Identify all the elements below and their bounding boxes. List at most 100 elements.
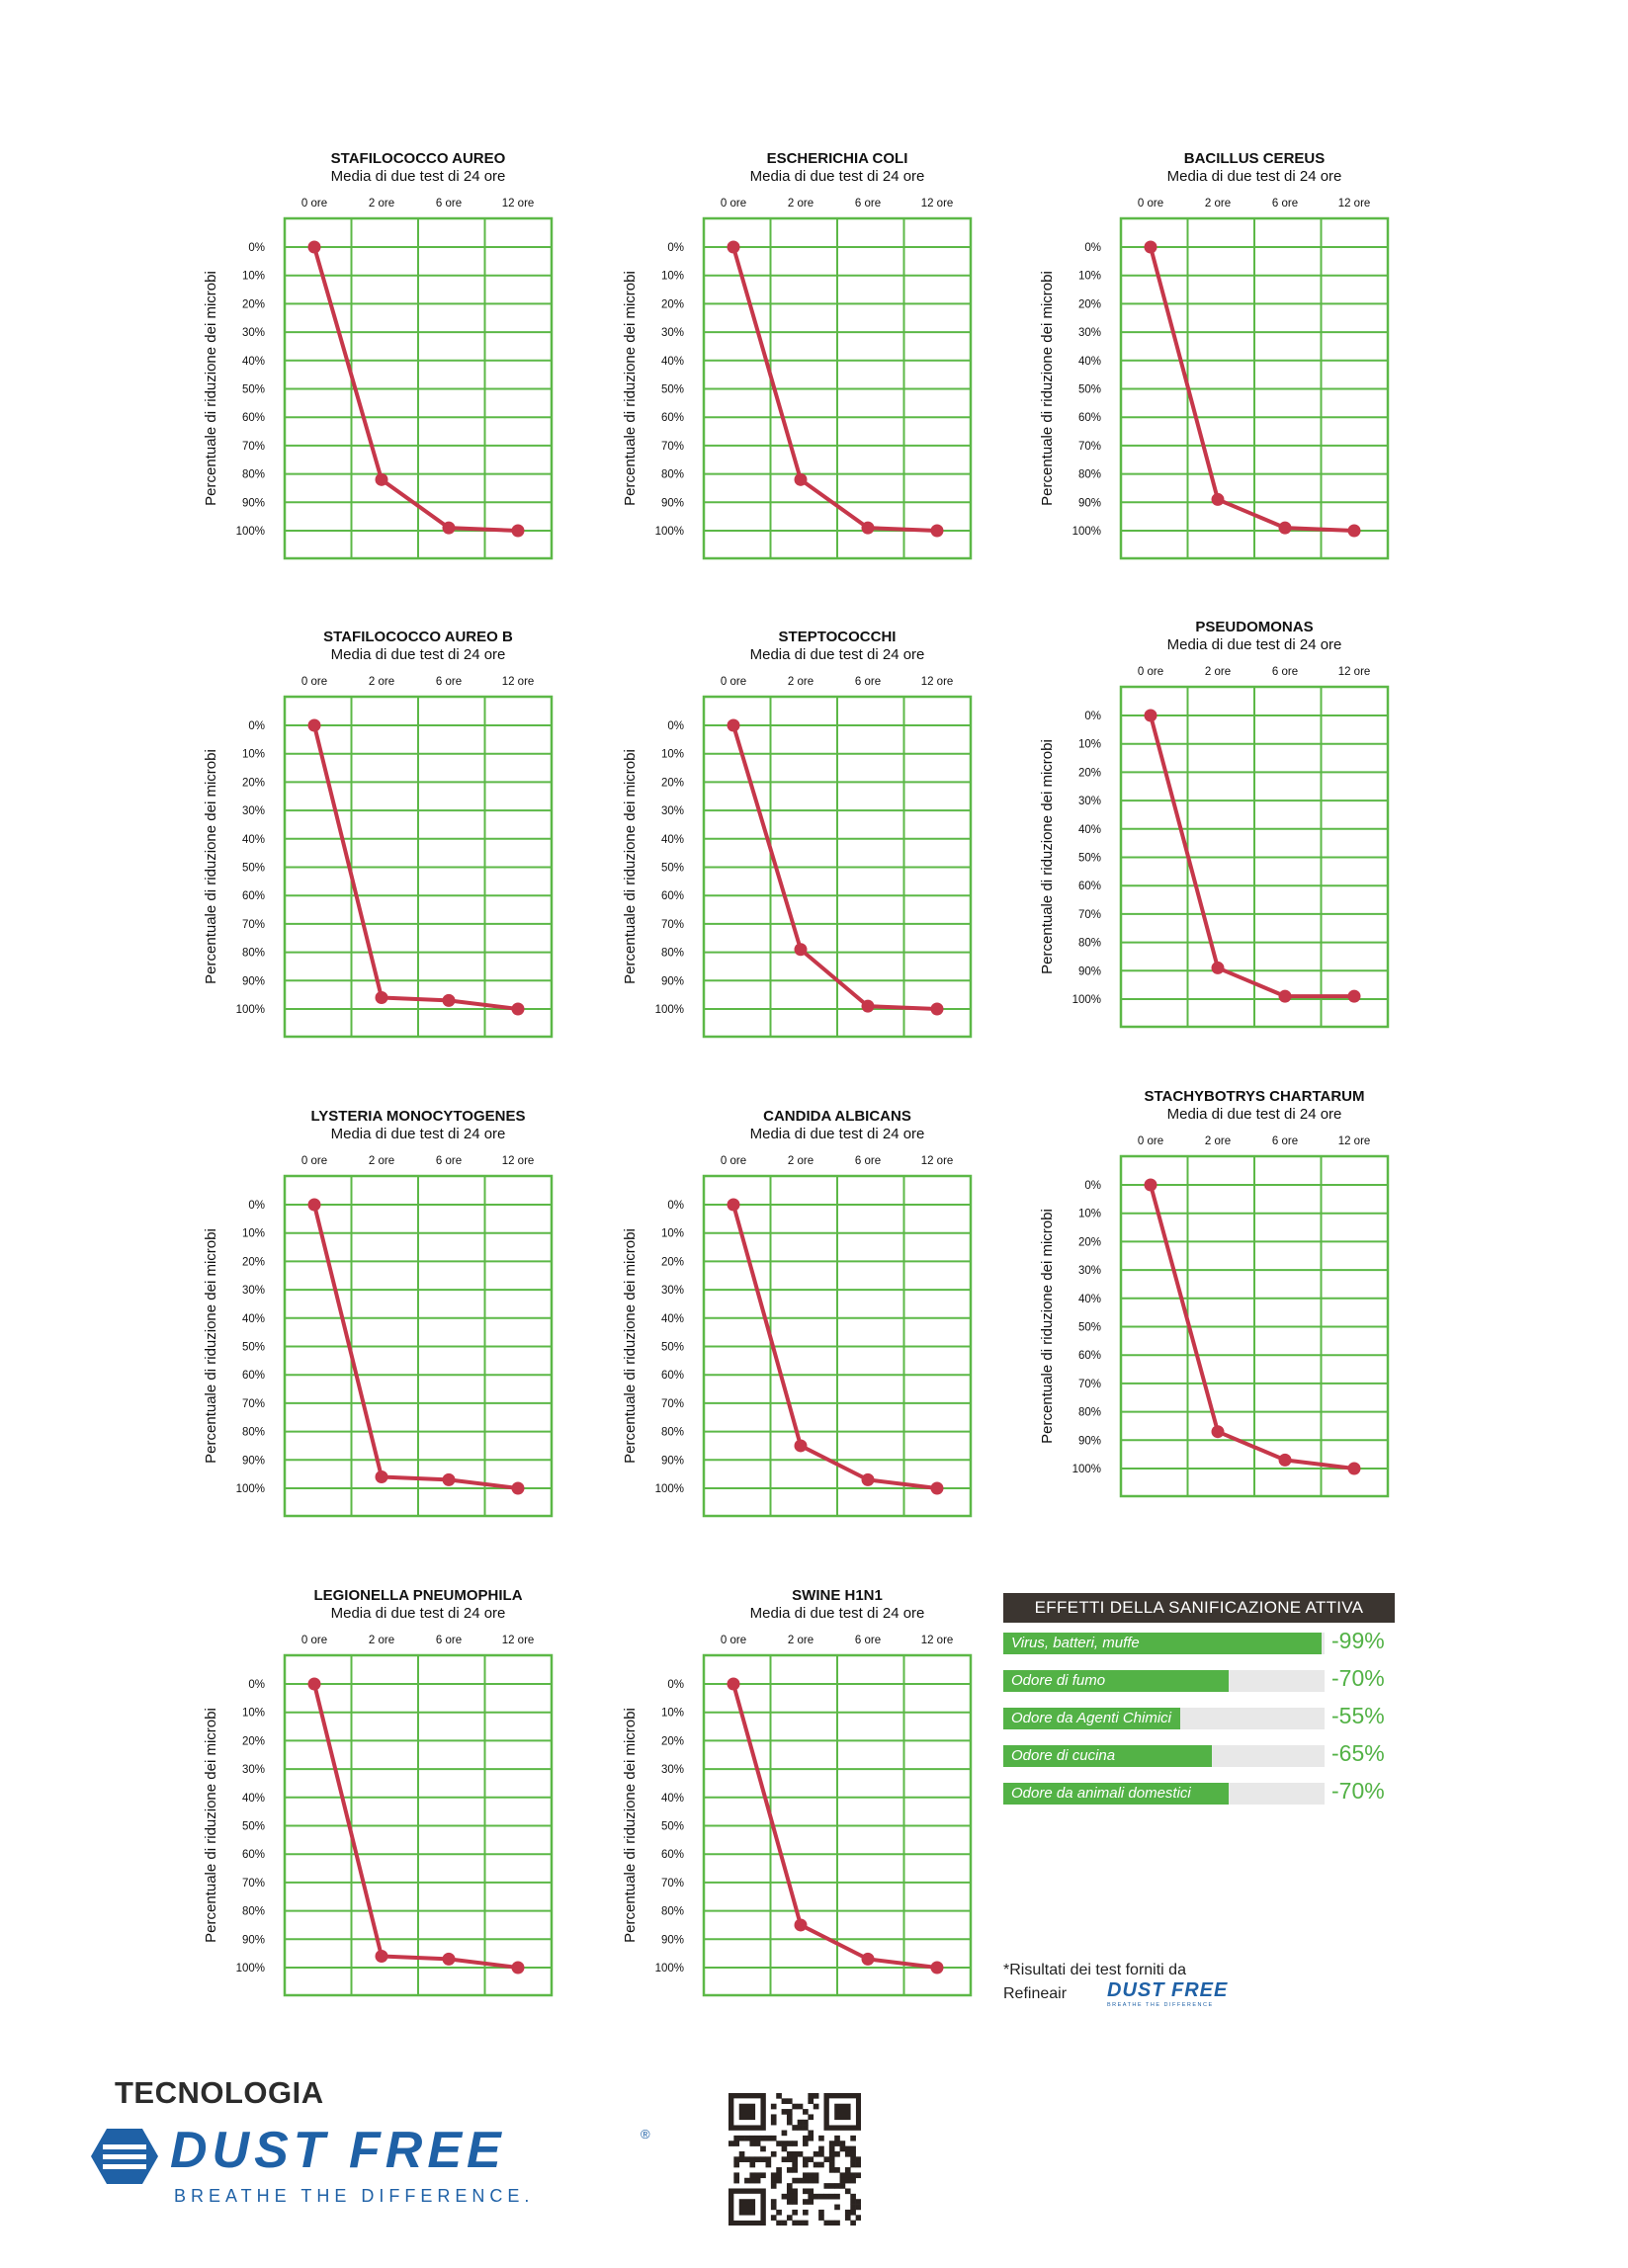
y-tick-label: 80% [661, 469, 684, 481]
x-tick-label: 12 ore [921, 676, 954, 688]
data-point [930, 1481, 944, 1495]
y-tick-label: 0% [667, 1679, 684, 1691]
effects-list: Virus, batteri, muffe -99% Odore di fumo -7… [1003, 1623, 1399, 1810]
chart-subtitle: Media di due test di 24 ore [331, 168, 506, 185]
y-tick-label: 20% [242, 298, 265, 310]
y-tick-label: 30% [1078, 1265, 1101, 1277]
x-tick-label: 12 ore [1338, 198, 1371, 210]
y-tick-label: 90% [661, 497, 684, 509]
y-tick-label: 50% [242, 384, 265, 396]
y-tick-label: 60% [1078, 1350, 1101, 1362]
y-tick-label: 20% [242, 1735, 265, 1747]
effect-track: Odore da animali domestici [1003, 1783, 1325, 1805]
y-tick-label: 60% [242, 1849, 265, 1861]
data-point [794, 1439, 808, 1453]
y-tick-label: 40% [1078, 356, 1101, 368]
y-tick-label: 0% [248, 720, 265, 732]
x-tick-label: 2 ore [369, 198, 394, 210]
y-tick-label: 80% [661, 948, 684, 960]
x-tick-label: 2 ore [1205, 666, 1231, 678]
data-point [727, 1677, 740, 1691]
qr-code-icon[interactable] [728, 2093, 861, 2226]
x-tick-label: 0 ore [721, 198, 746, 210]
x-tick-label: 0 ore [721, 676, 746, 688]
x-tick-label: 6 ore [1272, 1135, 1298, 1147]
x-tick-label: 12 ore [502, 1155, 535, 1167]
source-note: *Risultati dei test forniti da Refineair [1003, 1959, 1186, 2006]
y-tick-label: 90% [661, 975, 684, 987]
dust-free-wordmark: DUST FREE [170, 2122, 506, 2179]
y-tick-label: 20% [242, 777, 265, 789]
y-tick-label: 80% [242, 1906, 265, 1918]
y-tick-label: 60% [242, 412, 265, 424]
y-tick-label: 70% [242, 1878, 265, 1890]
y-tick-label: 10% [1078, 739, 1101, 751]
effect-row: Virus, batteri, muffe -99% [1003, 1623, 1399, 1660]
y-tick-label: 70% [242, 919, 265, 931]
effect-label: Virus, batteri, muffe [1011, 1635, 1140, 1651]
data-line [312, 1683, 519, 1970]
chart-title: STAFILOCOCCO AUREO B [323, 629, 513, 645]
y-axis-label: Percentuale di riduzione dei microbi [622, 1228, 639, 1464]
y-axis-label: Percentuale di riduzione dei microbi [203, 1708, 219, 1943]
chart-subtitle: Media di due test di 24 ore [331, 646, 506, 663]
y-tick-label: 80% [242, 948, 265, 960]
x-tick-label: 6 ore [855, 676, 881, 688]
effect-bar [1003, 1670, 1229, 1692]
y-tick-label: 20% [661, 777, 684, 789]
y-tick-label: 40% [242, 1313, 265, 1325]
x-tick-label: 12 ore [921, 1635, 954, 1646]
data-point [727, 240, 740, 254]
x-tick-label: 6 ore [436, 1635, 462, 1646]
y-tick-label: 60% [661, 1849, 684, 1861]
y-axis-label: Percentuale di riduzione dei microbi [203, 749, 219, 984]
data-point [727, 1198, 740, 1212]
x-tick-label: 2 ore [369, 676, 394, 688]
data-point [442, 1472, 456, 1486]
data-point [1144, 240, 1157, 254]
x-tick-label: 0 ore [1138, 666, 1163, 678]
y-tick-label: 30% [661, 1285, 684, 1297]
y-tick-label: 90% [242, 1455, 265, 1467]
y-tick-label: 0% [1084, 711, 1101, 722]
y-tick-label: 100% [236, 1004, 265, 1016]
y-axis-label: Percentuale di riduzione dei microbi [622, 271, 639, 506]
y-tick-label: 100% [655, 526, 684, 538]
y-tick-label: 80% [661, 1906, 684, 1918]
data-line [1149, 714, 1354, 999]
y-tick-label: 10% [661, 1708, 684, 1720]
x-tick-label: 6 ore [436, 676, 462, 688]
y-tick-label: 80% [242, 1427, 265, 1439]
effect-track: Odore di fumo [1003, 1670, 1325, 1692]
y-tick-label: 60% [1078, 881, 1101, 892]
effects-panel: EFFETTI DELLA SANIFICAZIONE ATTIVA Virus… [1003, 1593, 1399, 1810]
y-tick-label: 20% [661, 1256, 684, 1268]
x-tick-label: 2 ore [788, 676, 814, 688]
y-tick-label: 0% [667, 242, 684, 254]
y-tick-label: 90% [242, 1934, 265, 1946]
y-tick-label: 10% [242, 749, 265, 761]
y-tick-label: 90% [661, 1455, 684, 1467]
data-point [1211, 961, 1225, 974]
data-line [312, 1204, 519, 1490]
y-tick-label: 90% [242, 497, 265, 509]
chart-title: SWINE H1N1 [792, 1587, 883, 1604]
effect-row: Odore da animali domestici -70% [1003, 1773, 1399, 1810]
x-tick-label: 6 ore [436, 1155, 462, 1167]
chart-subtitle: Media di due test di 24 ore [1167, 168, 1342, 185]
y-tick-label: 30% [1078, 796, 1101, 807]
chart-title: PSEUDOMONAS [1195, 619, 1313, 635]
data-line [731, 724, 938, 1011]
y-tick-label: 70% [1078, 441, 1101, 453]
data-point [307, 1677, 321, 1691]
x-tick-label: 0 ore [721, 1155, 746, 1167]
y-tick-label: 50% [661, 384, 684, 396]
data-point [1347, 1462, 1361, 1475]
effect-row: Odore da Agenti Chimici -55% [1003, 1698, 1399, 1735]
y-tick-label: 40% [242, 834, 265, 846]
data-point [930, 1961, 944, 1974]
